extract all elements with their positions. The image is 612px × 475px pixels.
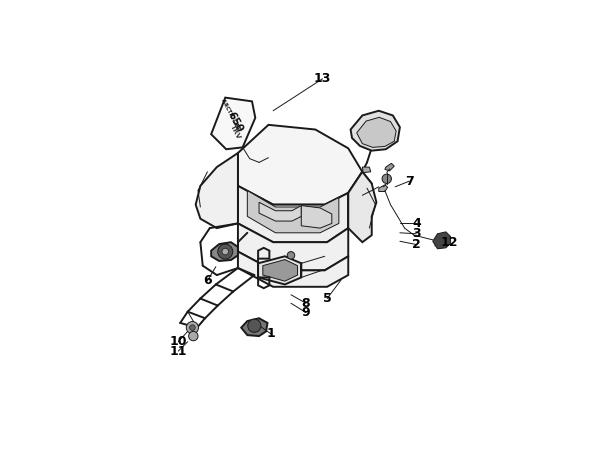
Text: 5: 5 <box>323 292 332 305</box>
Polygon shape <box>238 186 348 242</box>
Polygon shape <box>238 223 348 270</box>
Text: ARCTIC CAT: ARCTIC CAT <box>220 98 240 131</box>
Polygon shape <box>351 111 400 151</box>
Polygon shape <box>379 185 387 191</box>
Circle shape <box>188 332 198 341</box>
Polygon shape <box>241 318 267 336</box>
Polygon shape <box>357 117 396 147</box>
Circle shape <box>190 325 195 331</box>
Text: 9: 9 <box>302 306 310 319</box>
Text: 4: 4 <box>412 217 420 230</box>
Polygon shape <box>301 206 332 228</box>
Circle shape <box>186 322 198 334</box>
Polygon shape <box>259 202 301 221</box>
Polygon shape <box>247 190 339 233</box>
Circle shape <box>218 244 233 259</box>
Circle shape <box>222 248 228 255</box>
Text: 8: 8 <box>302 297 310 310</box>
Text: 12: 12 <box>441 236 458 249</box>
Polygon shape <box>385 163 394 171</box>
Polygon shape <box>433 232 450 249</box>
Text: 7: 7 <box>405 175 414 188</box>
Circle shape <box>248 319 261 332</box>
Text: 1: 1 <box>266 327 275 340</box>
Text: 13: 13 <box>314 72 331 86</box>
Polygon shape <box>196 153 238 228</box>
Text: 11: 11 <box>170 344 187 358</box>
Circle shape <box>382 174 392 183</box>
Text: 10: 10 <box>170 335 187 348</box>
Polygon shape <box>238 252 348 287</box>
Polygon shape <box>362 167 371 173</box>
Text: TRV: TRV <box>230 124 242 140</box>
Polygon shape <box>211 242 238 261</box>
Text: 2: 2 <box>412 238 420 251</box>
Text: 650: 650 <box>225 111 244 134</box>
Polygon shape <box>238 125 362 205</box>
Polygon shape <box>211 97 255 149</box>
Circle shape <box>287 252 295 259</box>
Polygon shape <box>258 256 301 285</box>
Polygon shape <box>263 259 297 281</box>
Polygon shape <box>348 172 371 228</box>
Text: 6: 6 <box>203 274 212 287</box>
Polygon shape <box>348 172 376 242</box>
Text: 3: 3 <box>412 227 420 240</box>
